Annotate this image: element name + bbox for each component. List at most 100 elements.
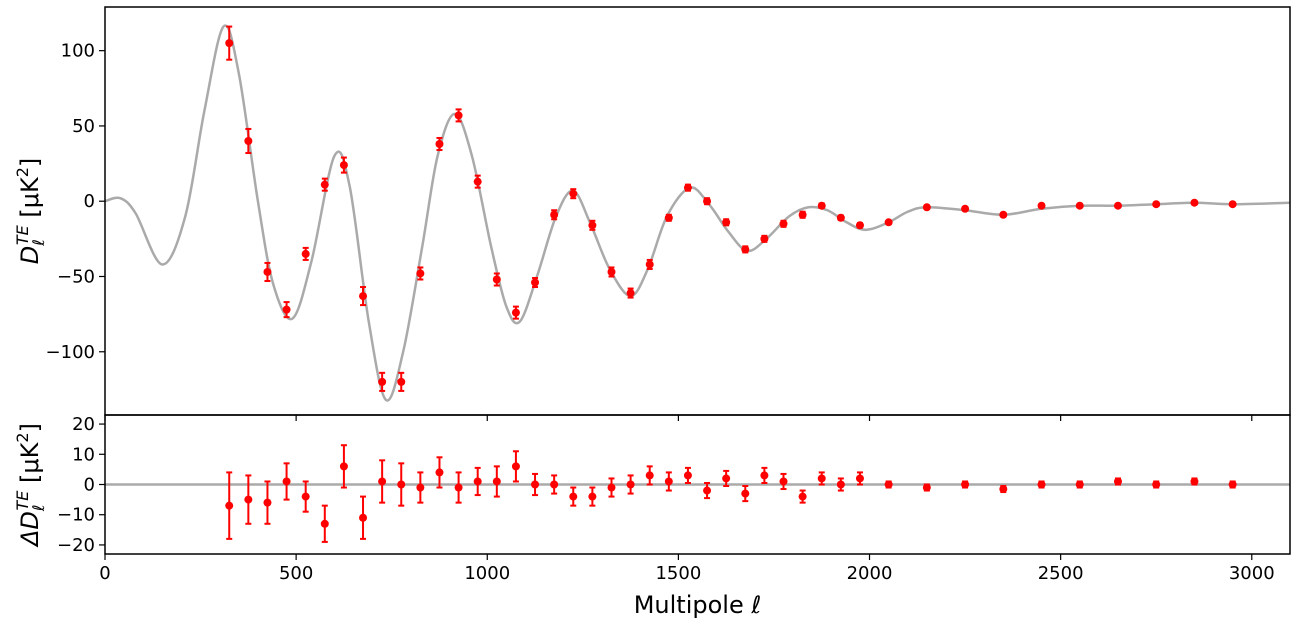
data-point xyxy=(1190,477,1199,486)
y-tick-label: 50 xyxy=(72,116,95,137)
data-point xyxy=(664,213,673,222)
data-point xyxy=(683,471,692,480)
data-point xyxy=(884,218,893,227)
y-label-sup: TE xyxy=(13,490,32,511)
data-point xyxy=(416,483,425,492)
model-line xyxy=(105,24,1290,402)
data-point xyxy=(531,480,540,489)
y-label-close: ] xyxy=(16,423,44,432)
data-point xyxy=(760,234,769,243)
y-label-unit-sup: 2 xyxy=(13,167,32,177)
axes-frame xyxy=(104,6,1291,416)
data-point xyxy=(855,474,864,483)
data-point xyxy=(1152,480,1161,489)
data-point xyxy=(454,483,463,492)
y-label-close: ] xyxy=(16,158,44,167)
y-label-unit-sup: 2 xyxy=(13,432,32,442)
data-point xyxy=(511,462,520,471)
data-point xyxy=(588,221,597,230)
data-point xyxy=(244,136,253,145)
data-point xyxy=(664,477,673,486)
data-point xyxy=(320,180,329,189)
data-point xyxy=(550,480,559,489)
data-point xyxy=(626,480,635,489)
data-point xyxy=(1228,480,1237,489)
data-point xyxy=(588,492,597,501)
y-label-unit: [μK xyxy=(16,176,44,225)
data-point xyxy=(339,161,348,170)
data-point xyxy=(1075,480,1084,489)
data-point xyxy=(569,189,578,198)
data-point xyxy=(454,111,463,120)
data-point xyxy=(435,140,444,149)
data-point xyxy=(607,483,616,492)
data-point xyxy=(922,203,931,212)
y-tick-label: 100 xyxy=(61,41,95,62)
data-point xyxy=(1228,200,1237,209)
y-tick-label: −100 xyxy=(46,342,95,363)
data-point xyxy=(569,492,578,501)
data-point xyxy=(550,210,559,219)
data-point xyxy=(531,278,540,287)
data-point xyxy=(722,218,731,227)
x-tick-label: 3000 xyxy=(1229,563,1275,584)
data-point xyxy=(378,377,387,386)
data-point xyxy=(961,204,970,213)
x-tick-label: 500 xyxy=(279,563,313,584)
y-axis-label: ΔDℓTE [μK2] xyxy=(13,423,48,548)
y-tick-label: 0 xyxy=(84,191,95,212)
data-point xyxy=(1113,201,1122,210)
data-point xyxy=(473,177,482,186)
y-label-sub: ℓ xyxy=(29,239,48,247)
data-point xyxy=(359,513,368,522)
data-point xyxy=(435,468,444,477)
data-point xyxy=(282,305,291,314)
data-point xyxy=(397,480,406,489)
y-label-main: D xyxy=(16,246,44,264)
y-tick-label: 0 xyxy=(84,475,95,496)
data-point xyxy=(836,213,845,222)
data-point xyxy=(645,471,654,480)
data-point xyxy=(884,480,893,489)
data-point xyxy=(320,519,329,528)
data-point xyxy=(961,480,970,489)
data-point xyxy=(779,477,788,486)
x-tick-label: 2000 xyxy=(847,563,893,584)
data-point xyxy=(397,377,406,386)
y-tick-label: −20 xyxy=(57,535,95,556)
data-point xyxy=(378,477,387,486)
data-point xyxy=(1190,198,1199,207)
data-point xyxy=(999,485,1008,494)
data-point xyxy=(1075,201,1084,210)
data-point xyxy=(703,197,712,206)
x-tick-label: 2500 xyxy=(1038,563,1084,584)
data-point xyxy=(722,474,731,483)
data-point xyxy=(359,292,368,301)
data-point xyxy=(301,249,310,258)
data-point xyxy=(817,201,826,210)
data-point xyxy=(922,483,931,492)
y-label-unit: [μK xyxy=(16,441,44,490)
data-point xyxy=(416,269,425,278)
data-point xyxy=(225,501,234,510)
y-label-sub: ℓ xyxy=(29,504,48,512)
data-point xyxy=(999,210,1008,219)
x-axis-label: Multipole ℓ xyxy=(634,591,762,619)
data-point xyxy=(1152,200,1161,209)
data-point xyxy=(473,477,482,486)
data-point xyxy=(626,289,635,298)
y-label-main: ΔD xyxy=(16,511,44,548)
data-point xyxy=(779,219,788,228)
data-point xyxy=(492,275,501,284)
data-point xyxy=(263,498,272,507)
data-point xyxy=(1037,201,1046,210)
data-point xyxy=(683,183,692,192)
y-label-sup: TE xyxy=(13,224,32,245)
data-point xyxy=(492,477,501,486)
data-point xyxy=(339,462,348,471)
data-point xyxy=(855,221,864,230)
y-tick-label: 20 xyxy=(72,414,95,435)
data-point xyxy=(798,210,807,219)
data-point xyxy=(741,489,750,498)
